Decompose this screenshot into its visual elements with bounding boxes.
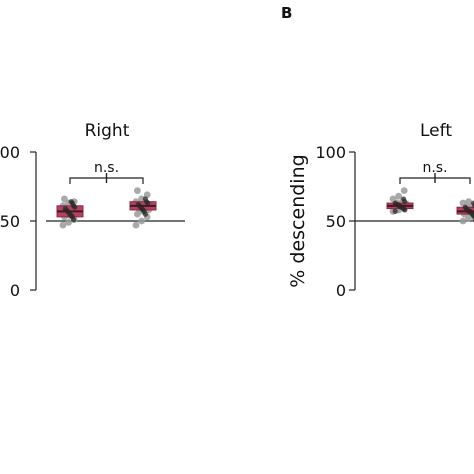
y-tick-label: 0 <box>336 281 346 300</box>
data-point-overlay <box>62 205 68 212</box>
data-point <box>400 187 408 195</box>
data-point <box>61 195 68 203</box>
y-axis-label: % descending <box>287 154 309 287</box>
data-point <box>138 195 146 203</box>
plot-left: 0 50 100 Left % descending n.s. <box>287 121 474 300</box>
plot-title: Left <box>420 121 452 141</box>
panel-letter-b: B <box>281 4 292 22</box>
data-point <box>465 214 472 222</box>
y-tick-label: 0 <box>10 281 20 300</box>
plot-title: Right <box>85 121 130 141</box>
data-point <box>459 217 467 225</box>
data-point <box>59 221 67 229</box>
y-tick-label: 50 <box>326 212 346 231</box>
significance-label: n.s. <box>94 160 119 176</box>
data-point-overlay <box>401 196 407 202</box>
y-tick-label: 100 <box>315 143 346 162</box>
data-point-overlay <box>392 208 398 214</box>
data-point <box>132 221 140 229</box>
data-point-overlay <box>142 196 148 202</box>
y-tick-label: 100 <box>0 143 20 162</box>
plot-right: 0 50 100 Right n.s. <box>0 121 185 300</box>
y-tick-label: 50 <box>0 212 20 231</box>
data-point <box>465 198 472 206</box>
significance-label: n.s. <box>422 160 447 176</box>
data-point <box>395 192 402 200</box>
data-point <box>138 217 146 225</box>
data-point <box>65 218 72 226</box>
data-point <box>134 210 141 218</box>
data-point <box>134 187 141 195</box>
data-point-overlay <box>392 200 398 206</box>
data-point-overlay <box>462 204 468 210</box>
data-point-overlay <box>471 200 474 206</box>
data-point-overlay <box>68 199 74 205</box>
